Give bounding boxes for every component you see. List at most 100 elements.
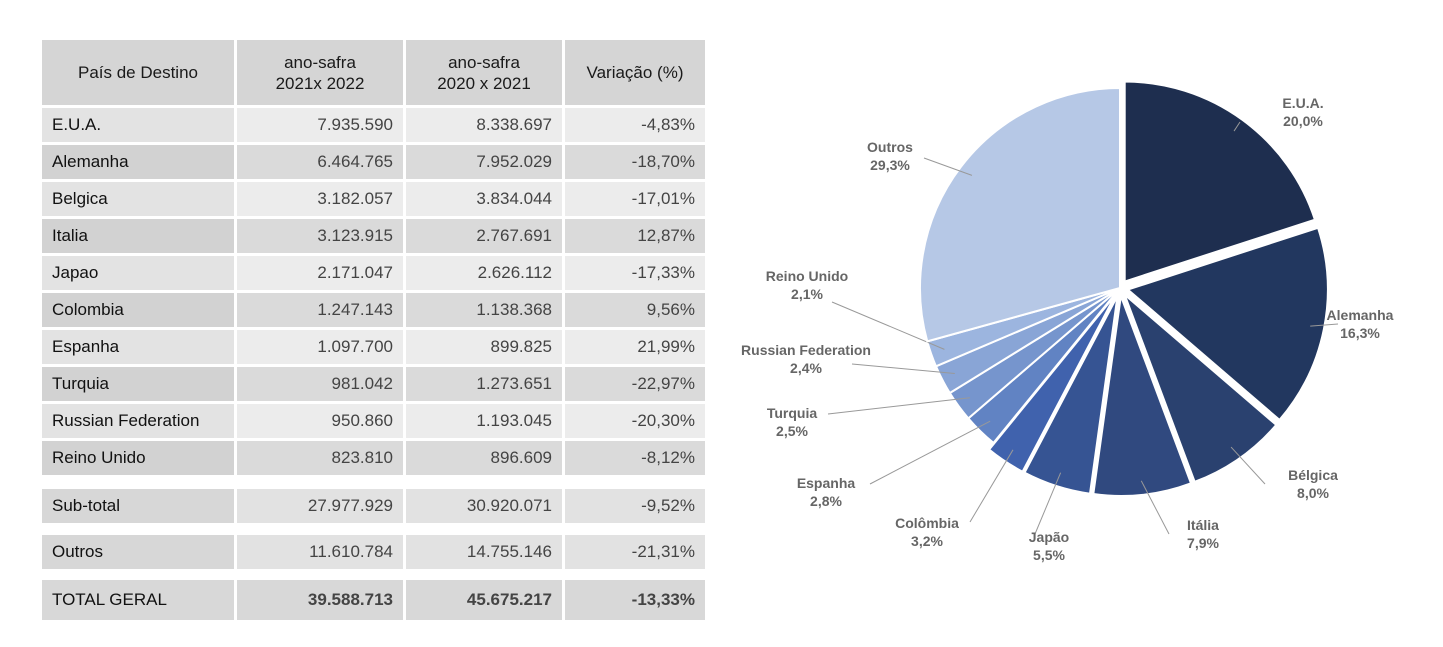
variation-cell: 9,56% (565, 293, 705, 327)
slice-category-label: Alemanha (1327, 307, 1394, 323)
value-2122-cell: 981.042 (237, 367, 403, 401)
value-2021-cell: 7.952.029 (406, 145, 562, 179)
country-cell: Alemanha (42, 145, 234, 179)
slice-category-label: Reino Unido (766, 268, 848, 284)
value-2122-cell: 1.097.700 (237, 330, 403, 364)
table-row: Espanha 1.097.700 899.825 21,99% (42, 330, 708, 364)
table-row: Russian Federation 950.860 1.193.045 -20… (42, 404, 708, 438)
value-2021-cell: 2.626.112 (406, 256, 562, 290)
value-2021-cell: 1.273.651 (406, 367, 562, 401)
variation-cell: -20,30% (565, 404, 705, 438)
value-2021-cell: 3.834.044 (406, 182, 562, 216)
value-2122-cell: 6.464.765 (237, 145, 403, 179)
country-cell: Colombia (42, 293, 234, 327)
value-2122-cell: 2.171.047 (237, 256, 403, 290)
variation-cell: 12,87% (565, 219, 705, 253)
leader-line (1310, 323, 1339, 327)
table-row: E.U.A. 7.935.590 8.338.697 -4,83% (42, 108, 708, 142)
table-row: Japao 2.171.047 2.626.112 -17,33% (42, 256, 708, 290)
total-2122: 39.588.713 (237, 580, 403, 620)
slice-category-label: Turquia (767, 405, 818, 421)
leader-line (1140, 480, 1170, 535)
outros-row: Outros 11.610.784 14.755.146 -21,31% (42, 535, 708, 569)
table-row: Colombia 1.247.143 1.138.368 9,56% (42, 293, 708, 327)
table-row: Alemanha 6.464.765 7.952.029 -18,70% (42, 145, 708, 179)
pie-slice-jap-o (1023, 295, 1119, 495)
header-ano-safra-2021-2022: ano-safra 2021x 2022 (237, 40, 403, 105)
leader-line (1034, 472, 1062, 535)
variation-cell: -17,33% (565, 256, 705, 290)
value-2021-cell: 899.825 (406, 330, 562, 364)
leader-line (923, 157, 973, 176)
country-cell: Reino Unido (42, 441, 234, 475)
country-cell: Russian Federation (42, 404, 234, 438)
value-2122-cell: 3.182.057 (237, 182, 403, 216)
leader-line (869, 420, 991, 485)
slice-value-label: 20,0% (1283, 113, 1323, 129)
value-2021-cell: 1.138.368 (406, 293, 562, 327)
subtotal-2021: 30.920.071 (406, 489, 562, 523)
slice-category-label: Colômbia (895, 515, 959, 531)
slice-value-label: 2,5% (776, 423, 808, 439)
total-row: TOTAL GERAL 39.588.713 45.675.217 -13,33… (42, 580, 708, 620)
subtotal-row: Sub-total 27.977.929 30.920.071 -9,52% (42, 489, 708, 523)
slice-value-label: 2,8% (810, 493, 842, 509)
leader-line (1233, 121, 1241, 132)
leader-line (969, 449, 1014, 523)
pie-slice-alemanha (1125, 226, 1329, 422)
country-cell: Turquia (42, 367, 234, 401)
header-pais-destino: País de Destino (42, 40, 234, 105)
variation-cell: 21,99% (565, 330, 705, 364)
value-2122-cell: 823.810 (237, 441, 403, 475)
variation-cell: -4,83% (565, 108, 705, 142)
slice-value-label: 8,0% (1297, 485, 1329, 501)
value-2122-cell: 7.935.590 (237, 108, 403, 142)
subtotal-2122: 27.977.929 (237, 489, 403, 523)
pie-slice-b-lgica (1123, 293, 1278, 484)
value-2122-cell: 950.860 (237, 404, 403, 438)
total-2021: 45.675.217 (406, 580, 562, 620)
slice-value-label: 2,4% (790, 360, 822, 376)
slice-value-label: 29,3% (870, 157, 910, 173)
leader-line (1230, 446, 1266, 485)
country-cell: Espanha (42, 330, 234, 364)
pie-slice-e-u-a- (1123, 80, 1317, 283)
table-row: Turquia 981.042 1.273.651 -22,97% (42, 367, 708, 401)
variation-cell: -17,01% (565, 182, 705, 216)
country-cell: Japao (42, 256, 234, 290)
outros-2021: 14.755.146 (406, 535, 562, 569)
outros-2122: 11.610.784 (237, 535, 403, 569)
slice-value-label: 2,1% (791, 286, 823, 302)
outros-variation: -21,31% (565, 535, 705, 569)
table-row: Belgica 3.182.057 3.834.044 -17,01% (42, 182, 708, 216)
slice-category-label: Outros (867, 139, 913, 155)
value-2122-cell: 1.247.143 (237, 293, 403, 327)
country-cell: Italia (42, 219, 234, 253)
value-2021-cell: 896.609 (406, 441, 562, 475)
pie-slice-it-lia (1092, 295, 1193, 497)
table-header-row: País de Destino ano-safra 2021x 2022 ano-… (42, 40, 708, 105)
subtotal-label: Sub-total (42, 489, 234, 523)
slice-value-label: 16,3% (1340, 325, 1380, 341)
outros-label: Outros (42, 535, 234, 569)
total-variation: -13,33% (565, 580, 705, 620)
slice-value-label: 3,2% (911, 533, 943, 549)
slice-category-label: Japão (1029, 529, 1069, 545)
table-row: Reino Unido 823.810 896.609 -8,12% (42, 441, 708, 475)
leader-line (827, 397, 970, 415)
slice-category-label: E.U.A. (1282, 95, 1323, 111)
country-cell: E.U.A. (42, 108, 234, 142)
slice-category-label: Itália (1187, 517, 1219, 533)
pie-slice-col-mbia (987, 294, 1117, 474)
variation-cell: -22,97% (565, 367, 705, 401)
header-ano-safra-2020-2021: ano-safra 2020 x 2021 (406, 40, 562, 105)
variation-cell: -8,12% (565, 441, 705, 475)
slice-value-label: 7,9% (1187, 535, 1219, 551)
value-2021-cell: 8.338.697 (406, 108, 562, 142)
country-cell: Belgica (42, 182, 234, 216)
slice-category-label: Russian Federation (741, 342, 871, 358)
table-row: Italia 3.123.915 2.767.691 12,87% (42, 219, 708, 253)
subtotal-variation: -9,52% (565, 489, 705, 523)
pie-chart: E.U.A. 20,0% Alemanha 16,3% Bélgica 8,0% Itáli… (741, 80, 1394, 563)
total-label: TOTAL GERAL (42, 580, 234, 620)
